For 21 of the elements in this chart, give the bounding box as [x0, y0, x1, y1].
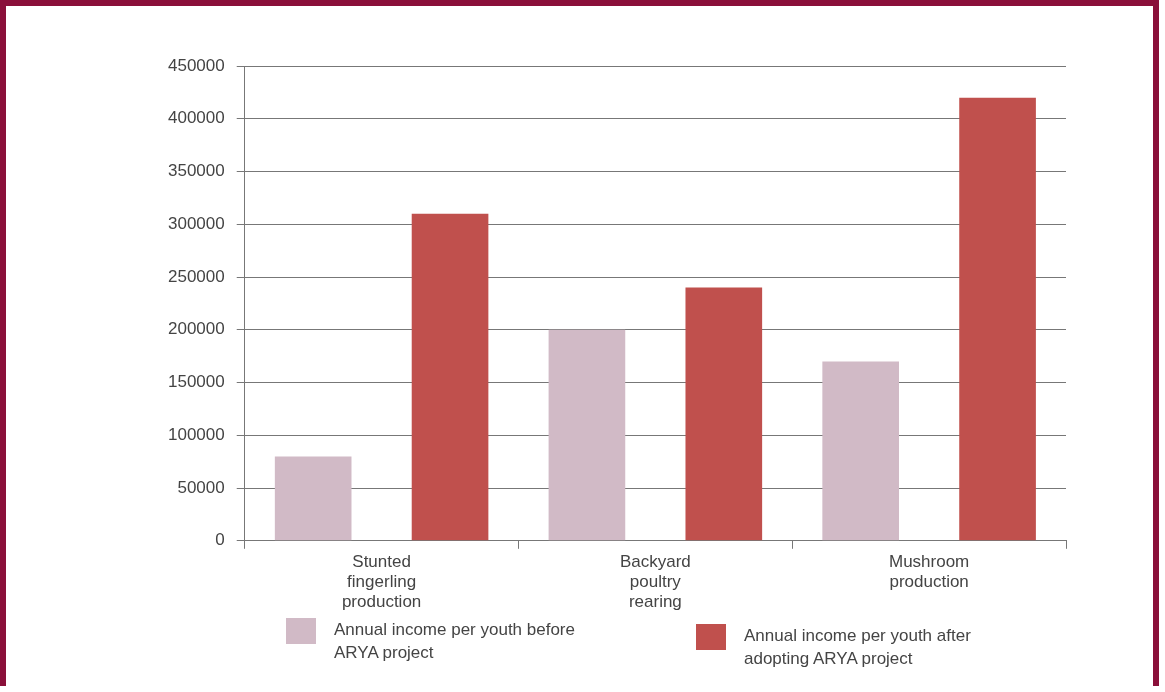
y-tick-label: 50000: [177, 477, 225, 497]
y-tick-label: 450000: [167, 55, 225, 75]
y-tick-label: 100000: [167, 424, 225, 444]
bar: [274, 456, 352, 541]
bar: [548, 329, 626, 541]
y-tick-label: 200000: [167, 319, 225, 339]
bar: [411, 213, 489, 541]
y-tick-label: 300000: [167, 213, 225, 233]
legend-label: Annual income per youth before ARYA project: [334, 619, 576, 664]
bar: [959, 97, 1036, 541]
legend-label: Annual income per youth after adopting ARYA project: [744, 625, 972, 670]
x-tick-label: Mushroom production: [888, 551, 970, 592]
y-tick-label: 350000: [167, 161, 225, 181]
y-tick-label: 250000: [167, 266, 225, 286]
x-tick-label: Backyard poultry rearing: [619, 551, 691, 612]
bar: [822, 361, 900, 541]
y-tick-label: 400000: [167, 108, 225, 128]
x-tick-label: Stunted fingerling production: [341, 551, 422, 612]
y-tick-label: 0: [215, 530, 225, 550]
y-tick-label: 150000: [167, 372, 225, 392]
bar: [685, 287, 763, 541]
